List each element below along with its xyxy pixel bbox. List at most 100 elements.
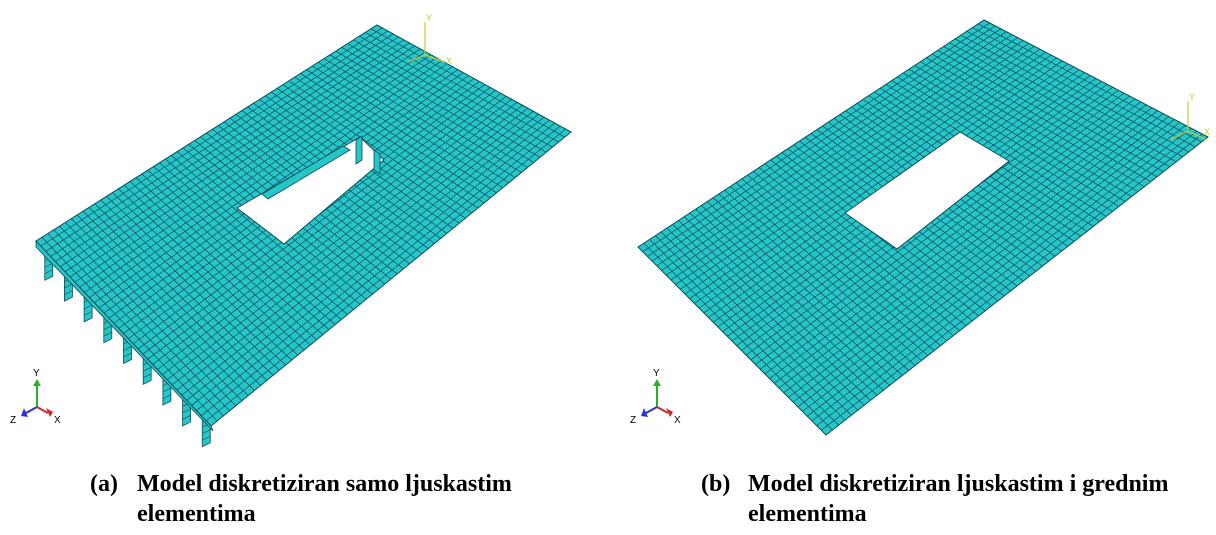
mesh-line <box>191 119 550 406</box>
mesh-line <box>79 51 426 288</box>
mesh-line <box>89 57 437 298</box>
mesh-line <box>661 34 1013 271</box>
model-a-triad-x-label: X <box>54 415 61 426</box>
model-b-corner-axes: Y X <box>1170 92 1210 141</box>
mesh-line <box>769 101 1142 379</box>
mesh-line <box>147 93 502 360</box>
mesh-line <box>666 37 1018 276</box>
stiffener-mesh-line <box>64 283 73 289</box>
stiffener-mesh-line <box>182 415 191 420</box>
mesh-line <box>670 40 1024 281</box>
model-a-figure: Y X Y Z X <box>10 13 572 448</box>
mesh-line <box>802 122 1181 412</box>
model-a-opening-web <box>261 145 351 200</box>
mesh-line <box>152 96 507 365</box>
caption-a-line2: elementima <box>137 501 256 527</box>
stiffener-mesh-line <box>103 325 112 330</box>
model-a-corner-y-label: Y <box>426 13 432 23</box>
caption-b-label: (b) <box>701 471 731 497</box>
stiffener-mesh-line <box>202 435 211 441</box>
mesh-line <box>84 54 432 293</box>
mesh-line <box>142 90 496 355</box>
stiffener-mesh-line <box>143 373 152 379</box>
caption-b-line1: Model diskretiziran ljuskastim i grednim <box>748 471 1169 497</box>
mesh-line <box>60 39 405 267</box>
model-b-triad-x-label: X <box>674 415 681 426</box>
model-b-corner-x-label: X <box>1204 127 1210 137</box>
stiffener-mesh-line <box>123 346 132 351</box>
mesh-line <box>680 46 1035 290</box>
mesh-line <box>792 116 1170 403</box>
mesh-line <box>656 31 1007 267</box>
model-b-triad: Y Z X <box>630 368 681 426</box>
stiffener-mesh-line <box>162 387 172 393</box>
mesh-line <box>816 130 1198 426</box>
model-a-triad-y-label: Y <box>33 368 40 379</box>
mesh-line <box>74 48 421 283</box>
mesh-line <box>651 28 1001 262</box>
stiffener-mesh-line <box>162 394 172 399</box>
mesh-line <box>806 125 1186 417</box>
mesh-line <box>821 133 1203 431</box>
mesh-line <box>162 102 518 375</box>
mesh-line <box>750 89 1119 361</box>
stiffener-mesh-line <box>182 408 191 414</box>
stiffener-mesh-line <box>83 304 93 310</box>
mesh-line <box>647 25 996 257</box>
mesh-line <box>186 116 545 401</box>
mesh-line <box>811 127 1192 422</box>
model-a-opening-web-2 <box>355 135 363 165</box>
mesh-line <box>689 51 1046 299</box>
stiffener-mesh-line <box>123 352 132 358</box>
mesh-line <box>50 33 394 257</box>
mesh-line <box>778 107 1153 389</box>
mesh-line <box>205 128 566 422</box>
mesh-line <box>759 95 1130 370</box>
mesh-line <box>755 92 1125 365</box>
mesh-line <box>201 125 561 416</box>
mesh-line <box>196 122 556 411</box>
mesh-line <box>171 107 529 386</box>
model-b-opening <box>844 131 1010 250</box>
mesh-line <box>797 119 1175 408</box>
model-a-triad-z-label: Z <box>10 415 16 426</box>
stiffener-mesh-line <box>44 269 53 275</box>
mesh-line <box>64 42 410 273</box>
mesh-line <box>176 110 534 391</box>
stiffener-mesh-line <box>103 331 112 337</box>
model-a-opening-web-3 <box>373 149 381 175</box>
mesh-line <box>181 113 539 396</box>
mesh-line <box>55 36 399 262</box>
caption-a-line1: Model diskretiziran samo ljuskastim <box>137 471 512 497</box>
mesh-line <box>764 98 1136 375</box>
model-a-corner-axes: Y X <box>407 13 452 66</box>
mesh-line <box>94 60 442 303</box>
stiffener-mesh-line <box>143 367 152 372</box>
stiffener-mesh-line <box>202 429 211 435</box>
model-a-corner-x-label: X <box>446 56 452 66</box>
mesh-line <box>788 113 1164 398</box>
model-b-figure: Y X Y Z X <box>630 19 1210 436</box>
stiffener-mesh-line <box>44 262 53 268</box>
mesh-line <box>694 54 1052 304</box>
mesh-line <box>69 45 415 278</box>
stiffener-mesh-line <box>83 311 93 316</box>
mesh-line <box>698 57 1058 309</box>
mesh-line <box>783 110 1158 393</box>
mesh-line <box>45 30 388 252</box>
model-a-mesh-grid <box>40 27 566 422</box>
model-b-corner-y-label: Y <box>1189 92 1195 102</box>
mesh-line <box>40 27 383 247</box>
mesh-line <box>167 104 523 381</box>
mesh-line <box>642 22 990 252</box>
mesh-line <box>684 48 1041 295</box>
caption-a: (a) Model diskretiziran samo ljuskastim e… <box>90 469 590 529</box>
model-b-triad-y-label: Y <box>653 368 660 379</box>
caption-a-label: (a) <box>90 471 118 497</box>
mesh-line <box>675 43 1029 285</box>
model-b-mesh-grid <box>642 22 1203 431</box>
mesh-line <box>157 99 512 370</box>
caption-b: (b) Model diskretiziran ljuskastim i gred… <box>701 469 1216 529</box>
mesh-line <box>98 63 448 309</box>
caption-b-line2: elementima <box>748 501 867 527</box>
